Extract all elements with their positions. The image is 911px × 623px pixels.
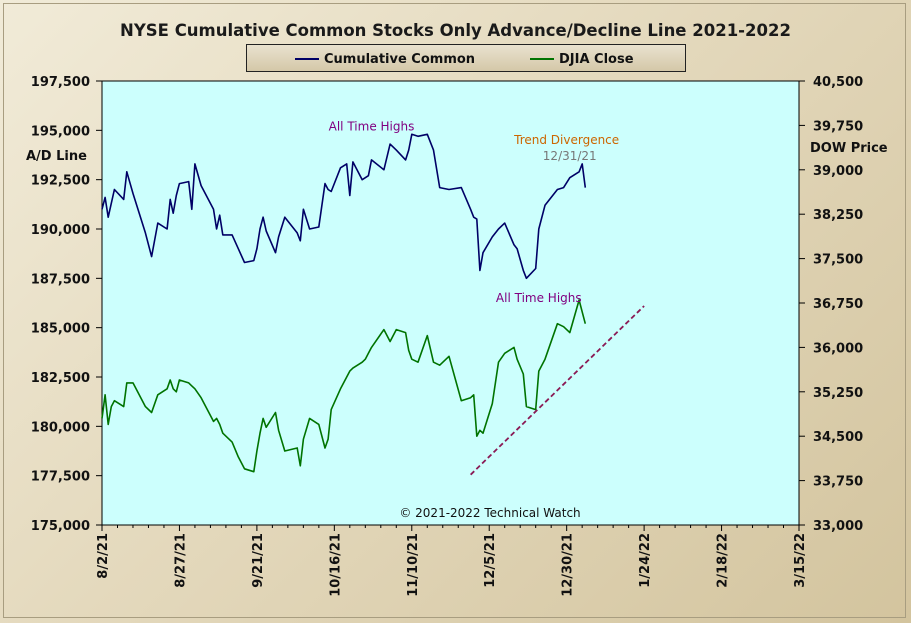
x-tick-label: 12/5/21 — [483, 533, 498, 588]
annotation-1: Trend Divergence — [513, 133, 619, 147]
x-tick-label: 3/15/22 — [793, 533, 808, 588]
series-line-cumulative-common — [101, 133, 587, 280]
y-right-tick-label: 39,750 — [813, 119, 863, 134]
right-axis-label: DOW Price — [810, 141, 888, 156]
y-right-tick-label: 37,500 — [813, 253, 863, 268]
annotation-0: All Time Highs — [329, 119, 415, 133]
series-line-djia-close — [101, 299, 587, 473]
y-right-tick-label: 38,250 — [813, 208, 863, 223]
y-left-tick-label: 175,000 — [31, 519, 90, 534]
y-right-tick-label: 34,500 — [813, 430, 863, 445]
y-left-tick-label: 177,500 — [31, 470, 90, 485]
left-axis-label: A/D Line — [26, 149, 87, 164]
chart-title: NYSE Cumulative Common Stocks Only Advan… — [120, 21, 791, 40]
y-right-tick-label: 36,750 — [813, 297, 863, 312]
y-right-tick-label: 33,000 — [813, 519, 863, 534]
y-right-tick-label: 35,250 — [813, 386, 863, 401]
y-left-tick-label: 190,000 — [31, 223, 90, 238]
y-left-tick-label: 185,000 — [31, 322, 90, 337]
x-tick-label: 8/2/21 — [96, 533, 111, 579]
trendline — [470, 305, 645, 476]
y-right-tick-label: 33,750 — [813, 475, 863, 490]
plot-area — [101, 80, 800, 526]
x-tick-label: 10/16/21 — [328, 533, 343, 597]
y-left-tick-label: 180,000 — [31, 420, 90, 435]
x-tick-label: 8/27/21 — [173, 533, 188, 588]
annotation-2: 12/31/21 — [543, 149, 597, 163]
copyright-text: © 2021-2022 Technical Watch — [399, 506, 580, 520]
x-tick-label: 12/30/21 — [561, 533, 576, 597]
y-right-tick-label: 40,500 — [813, 75, 863, 90]
annotation-3: All Time Highs — [496, 291, 582, 305]
frame-border — [3, 3, 906, 618]
y-right-tick-label: 36,000 — [813, 341, 863, 356]
legend-label-djia-close: DJIA Close — [559, 52, 634, 67]
y-left-tick-label: 195,000 — [31, 124, 90, 139]
legend-label-cumulative-common: Cumulative Common — [324, 52, 475, 67]
y-left-tick-label: 182,500 — [31, 371, 90, 386]
y-left-tick-label: 197,500 — [31, 75, 90, 90]
legend: Cumulative Common DJIA Close — [246, 44, 686, 72]
x-tick-label: 1/24/22 — [638, 533, 653, 588]
x-tick-label: 2/18/22 — [716, 533, 731, 588]
x-tick-label: 9/21/21 — [251, 533, 266, 588]
y-left-tick-label: 192,500 — [31, 174, 90, 189]
y-right-tick-label: 39,000 — [813, 164, 863, 179]
x-tick-label: 11/10/21 — [406, 533, 421, 597]
y-left-tick-label: 187,500 — [31, 272, 90, 287]
